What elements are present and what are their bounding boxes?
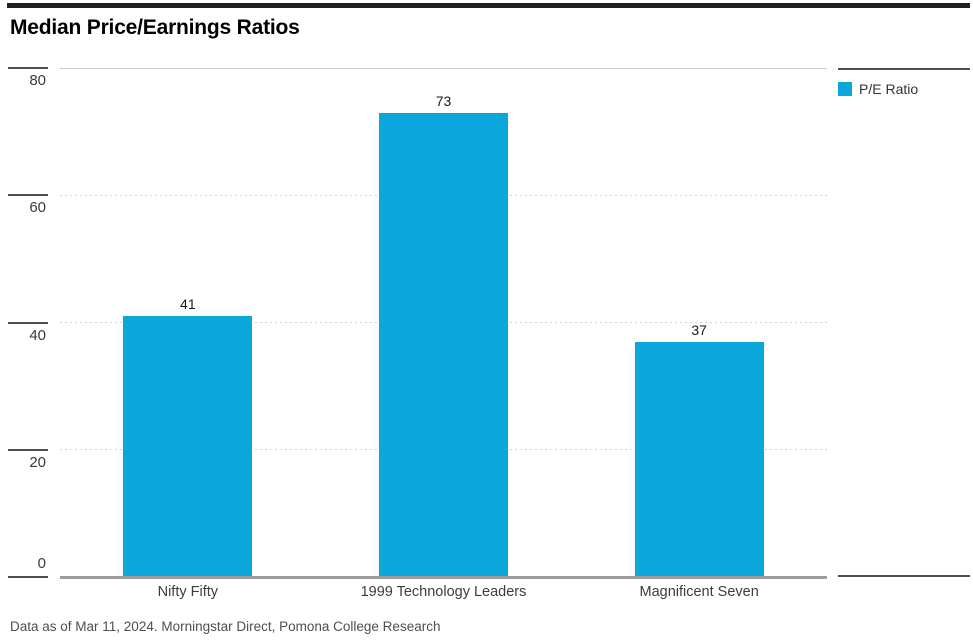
y-tick-label: 0 xyxy=(37,555,46,572)
title-rule xyxy=(7,3,970,8)
legend-label: P/E Ratio xyxy=(859,81,919,97)
bar-value-label: 41 xyxy=(180,296,196,313)
bar xyxy=(123,316,253,577)
baseline xyxy=(60,576,827,579)
y-tick-label: 20 xyxy=(29,453,46,471)
footnote: Data as of Mar 11, 2024. Morningstar Dir… xyxy=(10,619,441,634)
bar-value-label: 37 xyxy=(691,321,707,338)
legend-swatch xyxy=(838,82,852,96)
plot-top-line xyxy=(60,67,827,69)
y-tick-line xyxy=(8,194,48,197)
y-tick-label: 60 xyxy=(29,199,46,217)
y-tick-label: 40 xyxy=(29,326,46,344)
x-category-label: Magnificent Seven xyxy=(639,584,759,600)
y-tick-line xyxy=(8,576,48,578)
bar xyxy=(634,341,764,577)
y-tick-label: 80 xyxy=(29,72,46,89)
bar xyxy=(379,112,508,577)
legend: P/E Ratio xyxy=(838,68,970,577)
x-category-label: Nifty Fifty xyxy=(157,584,219,600)
bar-value-label: 73 xyxy=(435,92,452,109)
y-tick-line xyxy=(8,67,48,69)
chart-title: Median Price/Earnings Ratios xyxy=(10,16,300,39)
y-tick-line xyxy=(8,448,48,451)
y-tick-line xyxy=(8,321,48,324)
x-category-label: 1999 Technology Leaders xyxy=(360,584,527,600)
